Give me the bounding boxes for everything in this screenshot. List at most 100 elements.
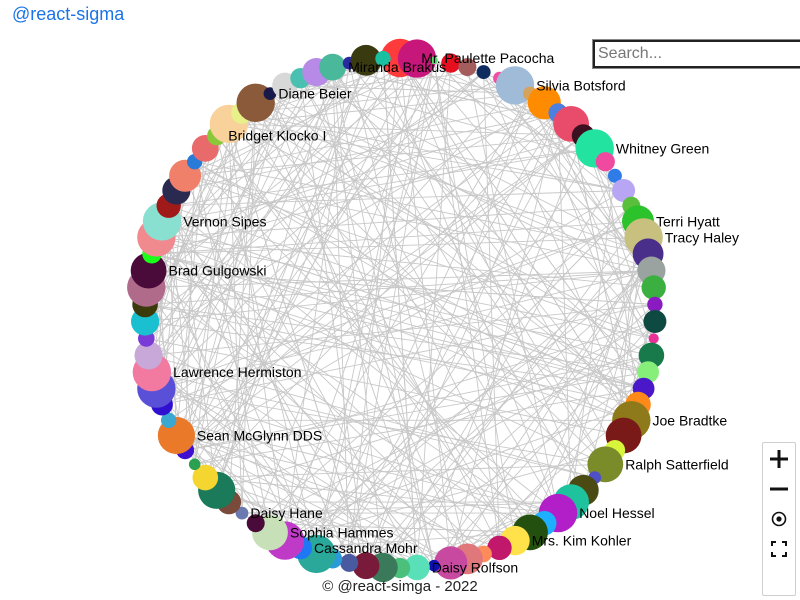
graph-edge [433, 60, 500, 548]
graph-edge [365, 93, 531, 566]
graph-node[interactable] [647, 296, 663, 313]
graph-node[interactable] [134, 341, 163, 370]
plus-icon [770, 450, 788, 468]
graph-edge [148, 355, 367, 567]
graph-edge [151, 253, 649, 373]
graph-edge [284, 62, 452, 541]
graph-edge [348, 62, 632, 421]
graph-node[interactable] [641, 275, 666, 300]
graph-node[interactable] [192, 464, 219, 491]
zoom-in-button[interactable] [763, 444, 795, 474]
fullscreen-button[interactable] [763, 534, 795, 564]
graph-edge [176, 435, 545, 524]
graph-nodes [127, 38, 667, 583]
graph-node[interactable] [397, 39, 437, 78]
graph-edge [348, 62, 468, 560]
graph-edge [161, 112, 559, 405]
graph-edge [151, 236, 644, 255]
graph-node[interactable] [607, 168, 622, 183]
node-label: Diane Beier [278, 86, 351, 102]
graph-node[interactable] [595, 152, 615, 172]
graph-node[interactable] [476, 65, 491, 80]
graph-node[interactable] [458, 58, 477, 77]
graph-edge [483, 71, 652, 271]
graph-node[interactable] [637, 361, 659, 383]
node-label: Mrs. Kim Kohler [532, 533, 632, 549]
graph-edge [315, 71, 435, 566]
graph-edge [145, 304, 639, 406]
graph-node[interactable] [404, 554, 430, 581]
target-icon [771, 511, 787, 527]
zoom-out-button[interactable] [763, 474, 795, 504]
fullscreen-icon [771, 541, 787, 557]
graph-edge [300, 77, 559, 514]
reset-view-button[interactable] [763, 504, 795, 534]
graph-edge [269, 404, 639, 533]
graph-edge [194, 161, 545, 524]
graph-edge [433, 59, 652, 271]
graph-node[interactable] [263, 87, 277, 100]
node-label: Miranda Brakus [348, 59, 446, 75]
graph-node[interactable] [375, 50, 391, 67]
node-label: Bridget Klocko I [228, 128, 326, 144]
graph-node[interactable] [246, 514, 265, 533]
graph-edge [185, 371, 649, 451]
graph-edge [148, 71, 484, 356]
graph-edge [184, 102, 545, 451]
graph-edge [399, 57, 644, 389]
graph-node[interactable] [612, 179, 636, 202]
graph-node[interactable] [643, 310, 667, 333]
graph-node[interactable] [235, 506, 249, 520]
graph-edge [151, 62, 350, 373]
graph-edges [144, 57, 656, 569]
graph-edge [514, 253, 649, 541]
graph-edge [399, 57, 584, 491]
graph-edge [216, 58, 384, 491]
graph-edge [185, 354, 652, 451]
node-label: Joe Bradtke [653, 412, 728, 428]
graph-controls [762, 442, 796, 596]
graph-edge [255, 522, 531, 533]
graph-node[interactable] [487, 535, 512, 560]
graph-node[interactable] [188, 458, 201, 471]
graph-edge [145, 304, 649, 373]
node-label: Tracy Haley [665, 229, 739, 245]
graph-edge [146, 338, 624, 436]
graph-edge [145, 123, 230, 339]
graph-edge [228, 123, 596, 478]
graph-edge [216, 354, 652, 491]
graph-edge [151, 62, 350, 255]
graph-edge [570, 175, 616, 503]
graph-node[interactable] [648, 333, 659, 344]
app-title-link[interactable]: @react-sigma [12, 4, 125, 24]
graph-edge [216, 60, 367, 491]
graph-node[interactable] [319, 53, 346, 81]
graph-edge [194, 161, 649, 255]
search-input[interactable] [592, 39, 800, 69]
graph-edge [399, 57, 452, 563]
graph-edge [365, 60, 606, 465]
node-label: Lawrence Hermiston [173, 364, 301, 380]
graph-node[interactable] [428, 559, 440, 572]
graph-edge [161, 85, 286, 405]
graph-edge [570, 123, 632, 421]
node-label: Sean McGlynn DDS [197, 428, 322, 444]
graph-edge [168, 190, 624, 207]
graph-node[interactable] [350, 44, 382, 76]
graph-node[interactable] [161, 412, 177, 428]
graph-node[interactable] [352, 552, 380, 580]
graph-node[interactable] [430, 56, 438, 65]
graph-node[interactable] [340, 553, 359, 572]
node-label: Sophia Hammes [290, 524, 394, 540]
node-label: Vernon Sipes [183, 213, 266, 229]
graph-edge [168, 205, 196, 465]
graph-node[interactable] [441, 53, 461, 73]
graph-edge [148, 135, 218, 356]
graph-edge [205, 477, 559, 514]
graph-edge [284, 338, 654, 541]
graph-node[interactable] [434, 546, 468, 580]
graph-edge [604, 161, 639, 405]
graph-edge [176, 62, 452, 436]
graph-edge [450, 62, 632, 207]
